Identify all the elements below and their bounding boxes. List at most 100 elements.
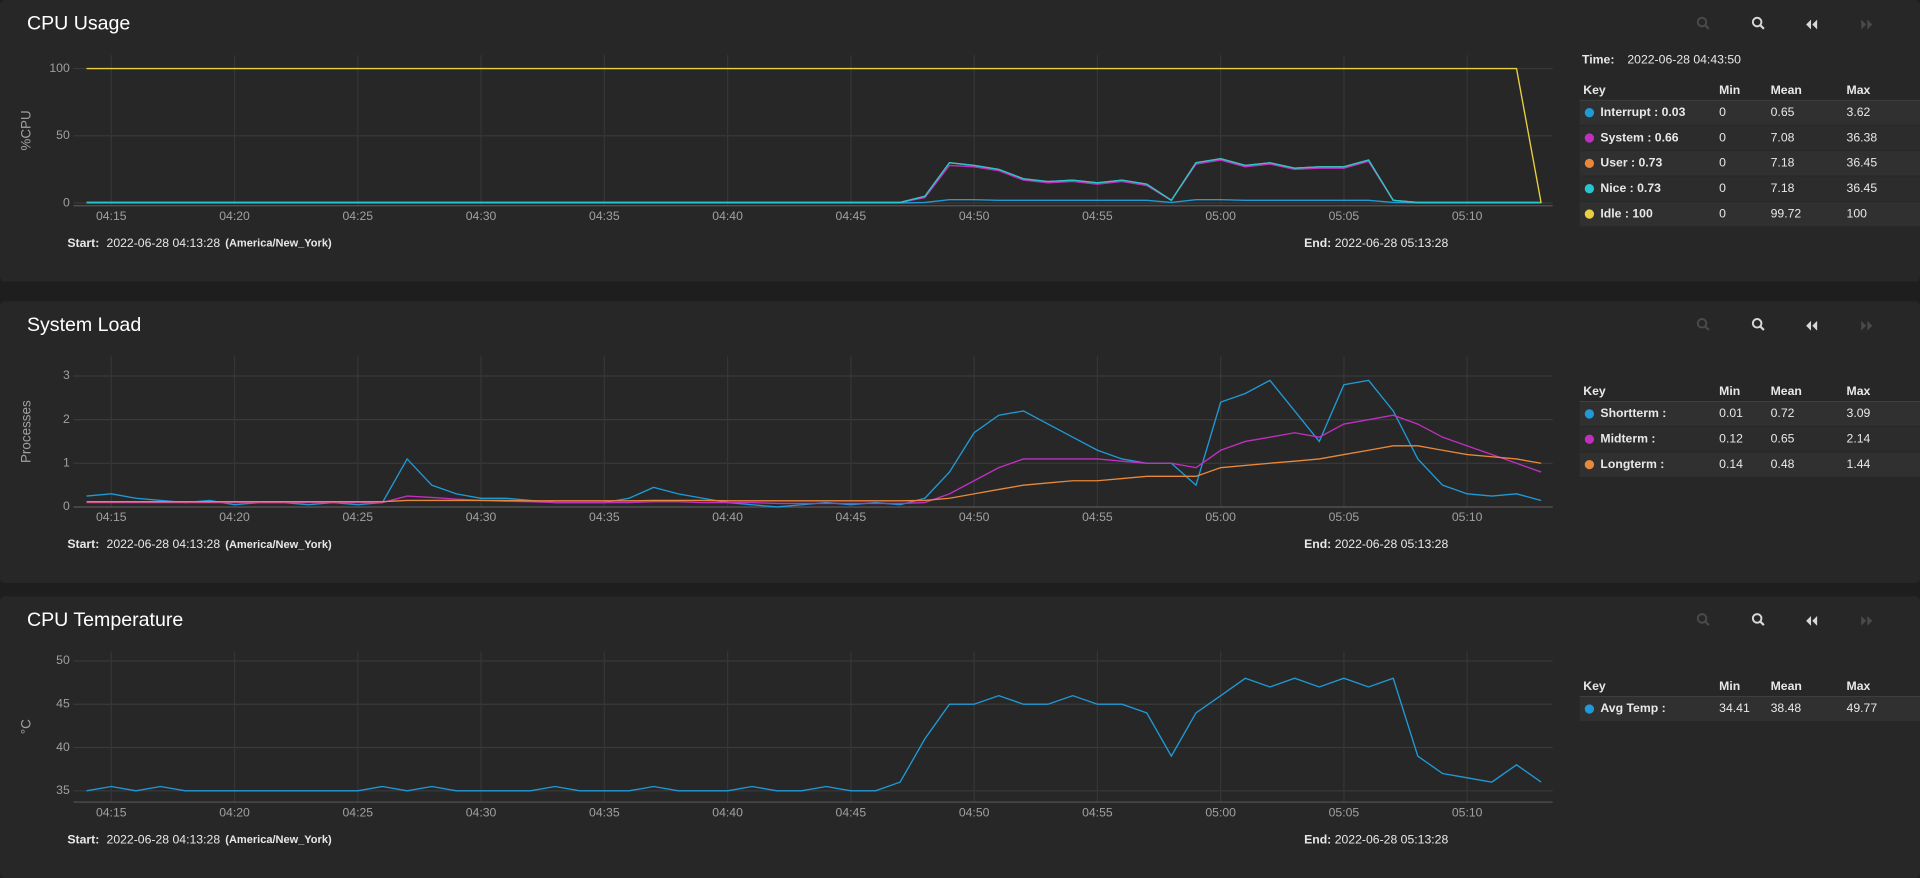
legend-key: Idle : 100 — [1600, 206, 1653, 220]
x-tick-label: 04:15 — [96, 209, 127, 223]
series-line — [86, 67, 1542, 204]
legend-swatch — [1584, 459, 1595, 470]
nav-icon — [1806, 320, 1812, 331]
series-line — [86, 158, 1542, 204]
legend-swatch — [1584, 409, 1595, 419]
x-tick-label: 04:55 — [1082, 510, 1113, 524]
nav-icon — [1806, 19, 1812, 30]
nav-icon — [1867, 615, 1873, 626]
nav-icon — [1812, 320, 1818, 331]
legend-mean: 99.72 — [1771, 206, 1802, 220]
zoom-icon — [1696, 613, 1708, 624]
series-line — [86, 445, 1542, 503]
legend-key: User : 0.73 — [1600, 156, 1662, 170]
nav-icon — [1861, 615, 1867, 626]
time-value: 2022-06-28 04:43:50 — [1627, 52, 1741, 66]
start-time: 2022-06-28 04:13:28 — [107, 537, 221, 551]
x-tick-label: 05:00 — [1205, 510, 1236, 524]
zoom-icon-handle — [1704, 24, 1710, 30]
toolbar-button[interactable] — [1861, 19, 1873, 30]
legend-header: Mean — [1771, 384, 1802, 398]
series-line — [86, 677, 1542, 792]
x-tick-label: 04:20 — [219, 209, 250, 223]
legend-mean: 7.18 — [1771, 156, 1795, 170]
series-line — [86, 414, 1542, 505]
y-tick-label: 0 — [63, 195, 70, 209]
y-tick-label: 3 — [63, 368, 70, 382]
legend-header: Min — [1719, 679, 1740, 693]
x-tick-label: 05:00 — [1205, 209, 1236, 223]
end-time: 2022-06-28 05:13:28 — [1335, 832, 1449, 846]
legend-row — [1579, 100, 1920, 125]
legend-mean: 7.08 — [1771, 130, 1795, 144]
toolbar-button[interactable] — [1696, 16, 1710, 30]
legend-header: Key — [1583, 83, 1606, 97]
legend-max: 49.77 — [1847, 701, 1878, 715]
toolbar-button[interactable] — [1751, 318, 1765, 331]
legend-min: 0 — [1719, 206, 1726, 220]
legend-mean: 0.48 — [1771, 457, 1795, 471]
x-tick-label: 04:40 — [712, 510, 743, 524]
legend-key: System : 0.66 — [1600, 130, 1678, 144]
x-tick-label: 04:20 — [219, 510, 250, 524]
legend-max: 3.62 — [1847, 105, 1871, 119]
legend-header: Key — [1583, 384, 1606, 398]
legend-header: Mean — [1771, 679, 1802, 693]
x-tick-label: 05:05 — [1329, 209, 1360, 223]
zoom-icon — [1751, 16, 1763, 28]
y-tick-label: 45 — [56, 696, 70, 710]
legend-mean: 0.72 — [1771, 406, 1795, 420]
legend-swatch — [1584, 184, 1595, 194]
toolbar-button[interactable] — [1696, 613, 1710, 626]
y-tick-label: 50 — [56, 128, 70, 142]
start-zone: (America/New_York) — [225, 834, 332, 846]
toolbar-button[interactable] — [1696, 318, 1710, 331]
legend-max: 100 — [1847, 206, 1868, 220]
toolbar-button[interactable] — [1861, 615, 1873, 626]
start-label: Start: — [67, 832, 99, 846]
y-tick-label: 100 — [49, 61, 70, 75]
legend-header: Key — [1583, 679, 1606, 693]
legend-swatch — [1584, 108, 1595, 118]
legend-row — [1579, 427, 1920, 452]
end-time: 2022-06-28 05:13:28 — [1335, 537, 1449, 551]
end-label: End: — [1304, 236, 1331, 250]
legend-header: Max — [1847, 384, 1871, 398]
zoom-icon-handle — [1704, 325, 1710, 331]
toolbar-button[interactable] — [1806, 615, 1818, 626]
legend-mean: 0.65 — [1771, 431, 1795, 445]
x-tick-label: 04:50 — [959, 805, 990, 819]
toolbar-button[interactable] — [1861, 320, 1873, 331]
x-tick-label: 04:45 — [836, 510, 867, 524]
x-tick-label: 05:10 — [1452, 209, 1483, 223]
y-axis-label: %CPU — [19, 110, 34, 150]
legend-swatch — [1584, 704, 1595, 714]
end-label: End: — [1304, 832, 1331, 846]
x-tick-label: 04:35 — [589, 510, 620, 524]
x-tick-label: 04:40 — [712, 805, 743, 819]
zoom-icon — [1751, 318, 1763, 329]
toolbar-button[interactable] — [1751, 613, 1765, 626]
time-label: Time: — [1582, 52, 1614, 66]
legend-min: 0.01 — [1719, 406, 1743, 420]
legend-row — [1579, 151, 1920, 176]
legend-row — [1579, 401, 1920, 427]
zoom-icon-handle — [1759, 620, 1765, 626]
toolbar-button[interactable] — [1751, 16, 1765, 30]
legend-row — [1579, 696, 1920, 722]
toolbar-button[interactable] — [1806, 320, 1818, 331]
panel — [0, 596, 1920, 878]
toolbar-button[interactable] — [1806, 19, 1818, 30]
x-tick-label: 04:55 — [1082, 805, 1113, 819]
start-label: Start: — [67, 236, 99, 250]
nav-icon — [1861, 320, 1867, 331]
zoom-icon-handle — [1759, 24, 1765, 30]
legend-key: Interrupt : 0.03 — [1600, 105, 1685, 119]
legend-max: 2.14 — [1847, 431, 1871, 445]
y-tick-label: 1 — [63, 456, 70, 470]
legend-row — [1579, 125, 1920, 151]
panel-title: CPU Usage — [27, 13, 130, 35]
legend-key: Longterm : — [1600, 457, 1664, 471]
legend-max: 36.38 — [1847, 130, 1878, 144]
